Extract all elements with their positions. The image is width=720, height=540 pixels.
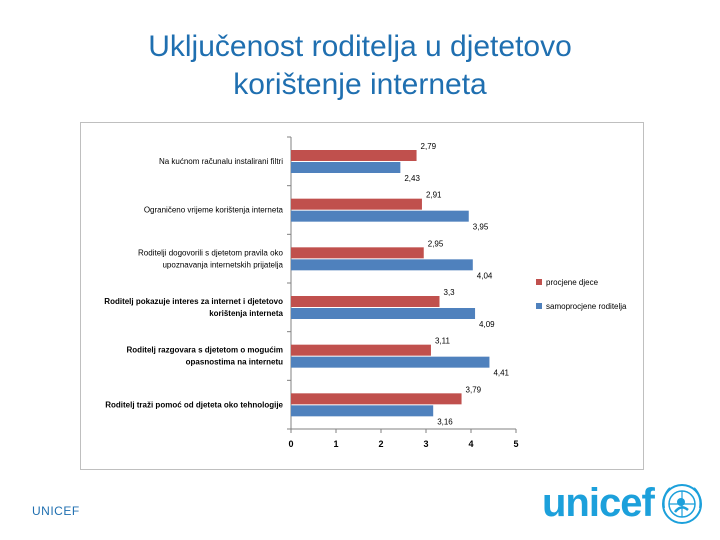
data-label: 4,04 [477, 271, 493, 280]
bar [291, 198, 422, 210]
legend-label: samoprocjene roditelja [546, 302, 627, 311]
data-label: 3,3 [444, 288, 456, 297]
x-tick-label: 1 [333, 439, 338, 449]
category-label: upoznavanja internetskih prijatelja [162, 260, 283, 269]
category-label: Roditelj pokazuje interes za internet i … [104, 297, 283, 306]
x-tick-label: 3 [423, 439, 428, 449]
unicef-emblem-icon [662, 484, 702, 524]
bar [291, 356, 490, 368]
bar [291, 150, 417, 161]
bar [291, 393, 462, 405]
x-tick-label: 4 [468, 439, 473, 449]
x-tick-label: 2 [378, 439, 383, 449]
footer-label: UNICEF [32, 504, 80, 518]
legend-swatch [536, 303, 542, 309]
data-label: 4,09 [479, 320, 495, 329]
data-label: 2,79 [421, 142, 437, 151]
bar-chart: 0 1 2 3 4 5 2,79 2,43 Na kućnom računalu instali… [104, 136, 627, 449]
data-label: 3,79 [466, 385, 482, 394]
category-label: Ograničeno vrijeme korištenja interneta [144, 206, 284, 215]
data-label: 3,95 [473, 223, 489, 232]
slide-title-line-2: korištenje interneta [233, 68, 487, 101]
logo-wordmark: unicef [542, 481, 655, 525]
category-label: korištenja interneta [209, 309, 283, 318]
data-label: 2,95 [428, 239, 444, 248]
category-label: Roditelj traži pomoć od djeteta oko tehn… [105, 400, 283, 409]
chart-frame: 0 1 2 3 4 5 2,79 2,43 Na kućnom računalu instali… [80, 122, 644, 470]
bar [291, 344, 431, 356]
x-tick-label: 5 [513, 439, 518, 449]
bar [291, 210, 469, 222]
legend-swatch [536, 279, 542, 285]
bar [291, 296, 440, 307]
bar [291, 405, 434, 417]
slide-title: Uključenost roditelja u djetetovo korišt… [0, 28, 720, 104]
category-label: Na kućnom računalu instalirani filtri [159, 157, 283, 166]
category-label: opasnostima na internetu [186, 358, 283, 367]
category-label: Roditelj razgovara s djetetom o mogućim [127, 346, 283, 355]
legend-label: procjene djece [546, 278, 599, 287]
slide-title-line-1: Uključenost roditelja u djetetovo [148, 30, 572, 63]
data-label: 3,11 [435, 337, 451, 346]
bar [291, 308, 476, 319]
bar [291, 247, 424, 259]
data-label: 3,16 [437, 417, 453, 426]
bar [291, 259, 473, 271]
bar [291, 162, 401, 173]
x-tick-label: 0 [288, 439, 293, 449]
unicef-logo: unicef [542, 480, 712, 530]
data-label: 4,41 [493, 369, 509, 378]
category-label: Roditelji dogovorili s djetetom pravila … [138, 248, 284, 257]
data-label: 2,91 [426, 191, 442, 200]
data-label: 2,43 [404, 174, 420, 183]
